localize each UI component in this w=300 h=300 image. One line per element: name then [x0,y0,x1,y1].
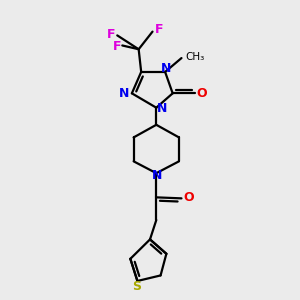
Text: N: N [161,62,172,75]
Text: N: N [157,102,167,116]
Text: F: F [107,28,115,40]
Text: O: O [196,87,207,100]
Text: F: F [154,23,163,36]
Text: S: S [132,280,141,293]
Text: O: O [183,190,194,204]
Text: CH₃: CH₃ [185,52,205,62]
Text: F: F [112,40,121,53]
Text: N: N [119,87,130,100]
Text: N: N [152,169,163,182]
